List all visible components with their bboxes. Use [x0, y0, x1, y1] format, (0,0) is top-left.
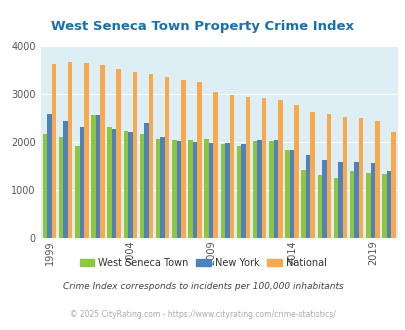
Bar: [47, 114, 51, 238]
Bar: [358, 118, 362, 238]
Bar: [305, 155, 310, 238]
Bar: [75, 146, 79, 238]
Bar: [51, 64, 56, 238]
Bar: [148, 75, 153, 238]
Bar: [342, 117, 346, 238]
Bar: [144, 123, 148, 238]
Bar: [181, 80, 185, 238]
Text: © 2025 CityRating.com - https://www.cityrating.com/crime-statistics/: © 2025 CityRating.com - https://www.city…: [70, 310, 335, 319]
Bar: [261, 98, 266, 238]
Bar: [269, 141, 273, 238]
Bar: [224, 143, 229, 238]
Bar: [273, 141, 277, 238]
Bar: [365, 174, 370, 238]
Bar: [333, 178, 337, 238]
Bar: [59, 137, 63, 238]
Bar: [197, 82, 201, 238]
Bar: [160, 137, 164, 238]
Bar: [220, 144, 224, 238]
Bar: [112, 129, 116, 238]
Bar: [128, 132, 132, 238]
Bar: [96, 115, 100, 238]
Bar: [349, 171, 354, 238]
Bar: [374, 121, 379, 238]
Bar: [241, 144, 245, 238]
Bar: [209, 143, 213, 238]
Bar: [139, 134, 144, 238]
Bar: [326, 114, 330, 238]
Bar: [301, 170, 305, 238]
Bar: [310, 112, 314, 238]
Legend: West Seneca Town, New York, National: West Seneca Town, New York, National: [75, 254, 330, 272]
Bar: [132, 72, 137, 238]
Text: Crime Index corresponds to incidents per 100,000 inhabitants: Crime Index corresponds to incidents per…: [62, 282, 343, 291]
Bar: [100, 65, 104, 238]
Bar: [176, 141, 181, 238]
Bar: [386, 171, 390, 238]
Bar: [107, 127, 112, 238]
Bar: [294, 105, 298, 238]
Bar: [289, 149, 294, 238]
Bar: [370, 163, 374, 238]
Bar: [277, 100, 282, 238]
Bar: [172, 140, 176, 238]
Bar: [245, 97, 249, 238]
Bar: [257, 141, 261, 238]
Bar: [252, 141, 257, 238]
Bar: [284, 149, 289, 238]
Bar: [91, 115, 96, 238]
Bar: [116, 69, 121, 238]
Bar: [321, 160, 326, 238]
Bar: [337, 161, 342, 238]
Bar: [79, 127, 84, 238]
Bar: [192, 142, 197, 238]
Bar: [123, 131, 128, 238]
Bar: [317, 176, 321, 238]
Bar: [213, 92, 217, 238]
Bar: [390, 132, 395, 238]
Bar: [164, 77, 169, 238]
Bar: [236, 146, 241, 238]
Bar: [229, 95, 234, 238]
Bar: [43, 134, 47, 238]
Bar: [68, 62, 72, 238]
Bar: [381, 174, 386, 238]
Bar: [188, 140, 192, 238]
Bar: [156, 139, 160, 238]
Bar: [204, 139, 209, 238]
Text: West Seneca Town Property Crime Index: West Seneca Town Property Crime Index: [51, 20, 354, 33]
Bar: [63, 121, 68, 238]
Bar: [354, 162, 358, 238]
Bar: [84, 63, 88, 238]
